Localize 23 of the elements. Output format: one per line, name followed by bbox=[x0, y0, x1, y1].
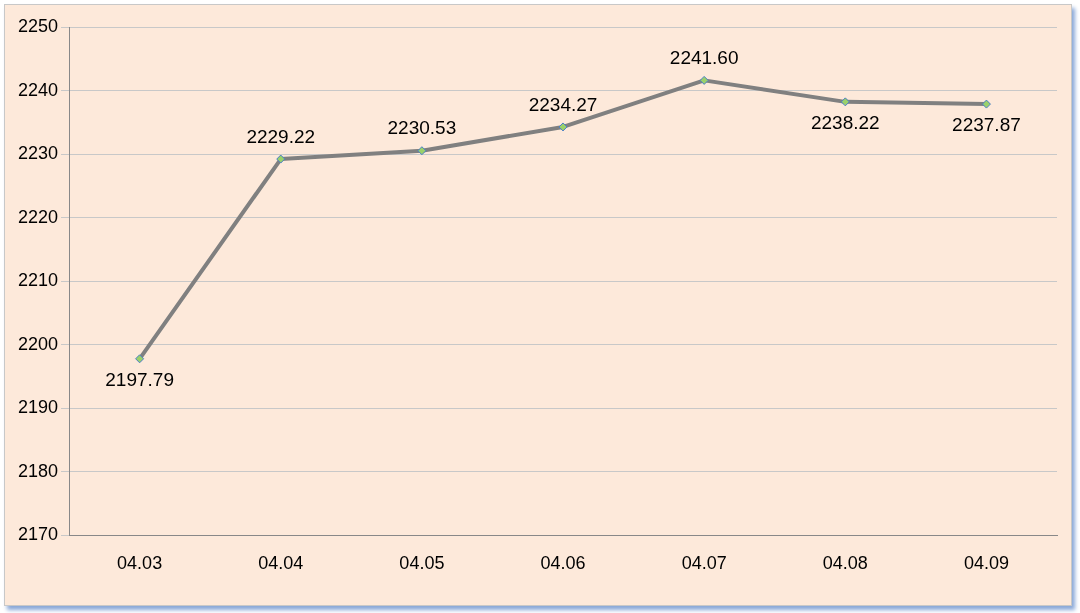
y-tick-label: 2190 bbox=[18, 397, 59, 418]
text: 2237.87 bbox=[952, 113, 1021, 135]
x-tick-label: 04.04 bbox=[258, 553, 304, 574]
y-tick-label: 2200 bbox=[18, 333, 59, 354]
x-tick-label: 04.08 bbox=[822, 553, 868, 574]
text: 2230.53 bbox=[387, 117, 457, 139]
y-tick-label: 2230 bbox=[18, 143, 59, 164]
y-tick-label: 2170 bbox=[18, 524, 59, 545]
y-tick-label: 2210 bbox=[18, 270, 59, 291]
x-tick-label: 04.09 bbox=[963, 553, 1009, 574]
text: 2234.27 bbox=[528, 93, 598, 115]
x-tick-label: 04.03 bbox=[117, 553, 163, 574]
y-tick-label: 2220 bbox=[18, 206, 59, 227]
text: 2197.79 bbox=[105, 368, 174, 390]
text: 2229.22 bbox=[246, 125, 316, 147]
text: 2241.60 bbox=[669, 47, 739, 69]
x-tick-label: 04.06 bbox=[540, 553, 586, 574]
text: 2238.22 bbox=[810, 111, 880, 133]
x-tick-label: 04.07 bbox=[681, 553, 727, 574]
y-tick-label: 2250 bbox=[18, 15, 59, 36]
x-tick-label: 04.05 bbox=[399, 553, 445, 574]
y-tick-label: 2240 bbox=[18, 79, 59, 100]
y-tick-label: 2180 bbox=[18, 460, 59, 481]
